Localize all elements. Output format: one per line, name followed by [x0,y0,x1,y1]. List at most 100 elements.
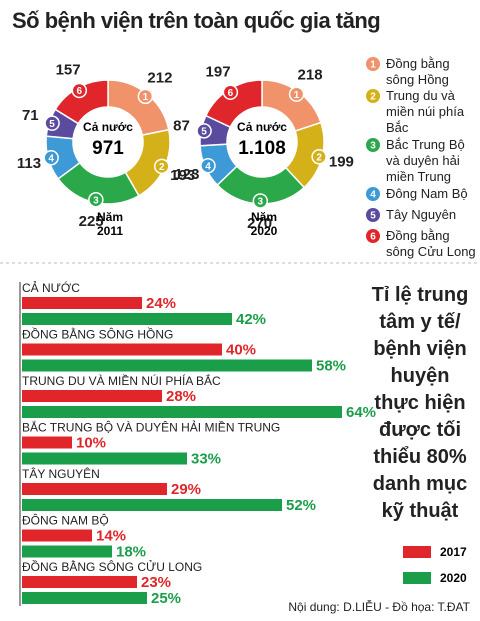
slice-marker [71,82,88,99]
bar [22,343,222,356]
category-label: ĐỒNG BẰNG SÔNG CỬU LONG [22,559,202,574]
value-label: 193 [170,167,195,184]
slice-marker-label: 4 [205,161,211,172]
legend-marker [366,187,380,201]
bar-title: Tỉ lệ trung tâm y tế/ bệnh viện huyện th… [371,284,469,522]
slice-marker-label: 1 [294,90,300,101]
value-label: 212 [147,70,172,87]
title: Số bệnh viện trên toàn quốc gia tăng [12,8,381,33]
value-label: 64% [346,404,376,421]
legend-label: Đông Nam Bộ [386,186,468,201]
donut-slice [204,79,263,129]
caption: Năm [97,210,123,224]
value-label: 123 [174,166,199,183]
slice-marker-label: 5 [49,119,55,130]
center-label: Cả nước [237,120,287,134]
credit: Nội dung: D.LIỄU - Đồ họa: T.ĐAT [288,600,470,614]
value-label: 197 [206,64,231,81]
value-label: 218 [298,67,323,84]
slice-marker [311,149,327,165]
slice-marker [222,84,239,100]
value-label: 14% [96,527,126,544]
slice-marker-label: 5 [201,127,207,138]
bar [22,406,342,418]
bar [22,499,282,511]
legend-label: 2017 [440,545,467,559]
legend-swatch [403,572,431,584]
slice-marker-label: 3 [93,195,99,206]
value-label: 113 [17,155,41,172]
slice-marker-label: 4 [48,153,54,164]
legend-marker-label: 5 [370,211,376,222]
slice-marker-label: 3 [258,197,264,208]
bar [22,592,147,604]
slice-marker [88,191,104,208]
category-label: CẢ NƯỚC [22,280,80,295]
caption: Năm [251,210,277,224]
category-label: ĐÔNG NAM BỘ [22,513,109,528]
slice-marker-label: 6 [228,88,234,99]
slice-marker [196,123,212,139]
bar [22,390,162,402]
caption: 2020 [251,224,278,238]
value-label: 199 [329,153,354,170]
value-label: 33% [191,450,221,467]
value-label: 87 [173,118,190,135]
total-label: 1.108 [238,138,286,159]
legend-marker [366,229,380,243]
bar [22,529,92,542]
caption: 2011 [97,224,123,238]
legend-marker [366,208,380,222]
value-label: 270 [247,215,272,232]
value-label: 71 [22,107,39,124]
value-label: 18% [116,543,146,560]
value-label: 10% [76,434,106,451]
legend-swatch [403,546,431,558]
bar [22,545,112,558]
center-label: Cả nước [83,120,133,134]
legend-marker-label: 6 [370,232,376,243]
bar [22,483,167,495]
category-label: ĐỒNG BẰNG SÔNG HỒNG [22,327,173,342]
legend-marker-label: 2 [370,92,376,103]
slice-marker-label: 2 [316,152,322,163]
category-label: BẮC TRUNG BỘ VÀ DUYÊN HẢI MIỀN TRUNG [22,420,280,435]
value-label: 24% [146,295,176,312]
legend-label: Đồng bằng sông Hồng [386,56,450,87]
slice-marker [153,158,170,175]
slice-marker [200,157,216,174]
legend-marker-label: 1 [370,60,376,71]
value-label: 29% [171,481,201,498]
value-label: 52% [286,497,316,514]
legend-marker-label: 3 [370,141,376,152]
legend-label: Đồng bằng sông Cửu Long [386,228,476,259]
legend-marker [366,57,380,71]
legend-label: Trung du và miền núi phía Bắc [386,88,465,135]
bar [22,297,142,309]
bar [22,452,187,465]
bar [22,436,72,449]
legend-label: Bắc Trung Bộ và duyên hải miền Trung [386,137,465,184]
value-label: 58% [316,357,346,374]
value-label: 28% [166,388,196,405]
total-label: 971 [92,138,124,159]
value-label: 225 [79,213,104,230]
slice-marker [44,115,60,131]
category-label: TÂY NGUYÊN [22,466,100,481]
slice-marker [288,86,305,102]
slice-marker [43,149,59,166]
legend-label: 2020 [440,571,467,585]
value-label: 157 [56,61,81,78]
legend-marker [366,89,380,103]
slice-marker [252,193,269,209]
slice-marker-label: 2 [159,162,165,173]
legend-marker-label: 4 [370,190,376,201]
value-label: 40% [226,341,256,358]
value-label: 42% [236,311,266,328]
legend-label: Tây Nguyên [386,207,457,222]
bar [22,313,232,325]
donut-slice [54,79,109,125]
bar [22,576,137,588]
